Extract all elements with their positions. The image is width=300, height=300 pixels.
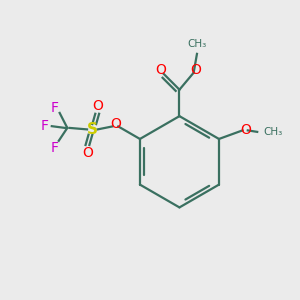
Text: O: O [155,63,166,77]
Text: F: F [40,119,48,133]
Text: F: F [50,100,59,115]
Text: O: O [190,63,201,77]
Text: CH₃: CH₃ [263,127,282,137]
Text: O: O [241,122,251,136]
Text: O: O [110,117,121,131]
Text: CH₃: CH₃ [187,40,207,50]
Text: F: F [50,141,58,155]
Text: O: O [82,146,93,160]
Text: O: O [92,99,103,113]
Text: S: S [87,122,98,137]
